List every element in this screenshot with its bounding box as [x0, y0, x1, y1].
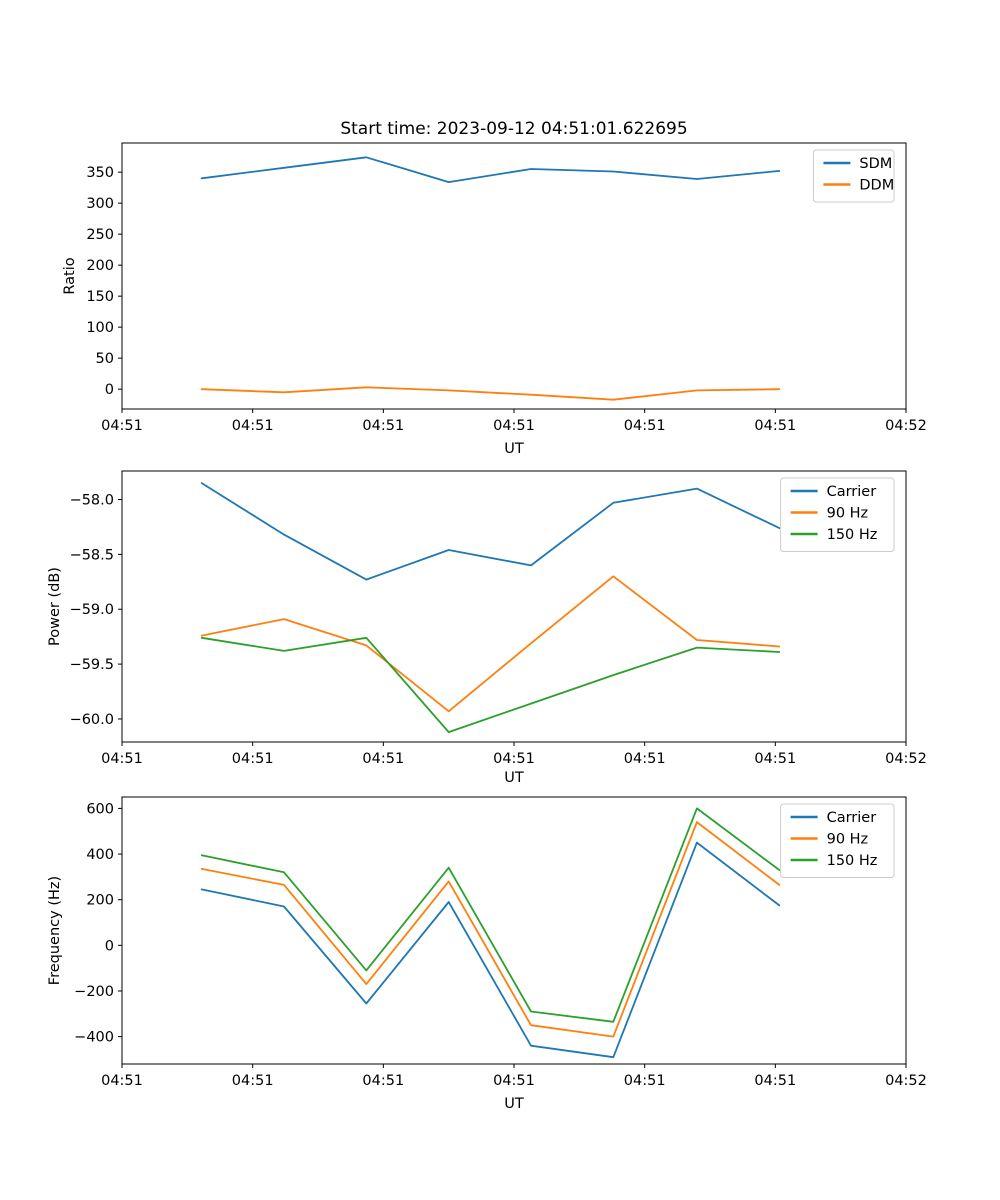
series-line-carrier: [200, 482, 781, 581]
x-tick-label: 04:51: [493, 418, 535, 434]
y-axis-label: Ratio: [62, 257, 78, 294]
x-tick-label: 04:51: [624, 418, 666, 434]
series-line-ddm: [200, 386, 781, 401]
x-tick-label: 04:51: [493, 751, 535, 767]
series-line-90-hz: [200, 575, 781, 713]
legend: SDM DDM: [812, 149, 895, 203]
legend: Carrier 90 Hz 150 Hz: [780, 803, 895, 878]
y-tick-label: 250: [86, 227, 114, 243]
subplot-3: 04:51 04:51 04:51 04:51 04:51 04:51 04:52 600 40…: [47, 796, 927, 1112]
legend-label-ddm: DDM: [859, 178, 894, 194]
legend-label-carrier: Carrier: [827, 810, 877, 826]
series-line-carrier: [200, 841, 781, 1059]
x-tick-label: 04:51: [362, 418, 404, 434]
series-line-sdm: [200, 156, 781, 184]
x-tick-label: 04:51: [624, 751, 666, 767]
legend-label-150-hz: 150 Hz: [827, 527, 878, 543]
y-tick-label: 0: [105, 382, 114, 398]
x-axis-label: UT: [504, 441, 524, 457]
subplot-1: 04:51 04:51 04:51 04:51 04:51 04:51 04:52 0 50 10…: [62, 119, 927, 457]
x-tick-label: 04:52: [885, 1073, 927, 1089]
x-axis-label: UT: [504, 770, 524, 786]
y-axis-label: Frequency (Hz): [47, 876, 63, 985]
y-tick-label: 200: [86, 258, 114, 274]
y-tick-label: −58.5: [70, 547, 114, 563]
x-tick-label: 04:51: [362, 1073, 404, 1089]
x-tick-label: 04:51: [754, 751, 796, 767]
y-tick-label: 400: [86, 847, 114, 863]
x-tick-label: 04:51: [232, 751, 274, 767]
y-tick-label: −400: [74, 1030, 114, 1046]
y-tick-label: −59.0: [70, 602, 114, 618]
x-tick-label: 04:51: [362, 751, 404, 767]
y-tick-label: 300: [86, 196, 114, 212]
x-tick-label: 04:52: [885, 418, 927, 434]
y-tick-label: −200: [74, 984, 114, 1000]
x-tick-label: 04:51: [101, 418, 143, 434]
y-tick-label: 350: [86, 165, 114, 181]
x-tick-label: 04:51: [493, 1073, 535, 1089]
x-tick-label: 04:51: [101, 751, 143, 767]
y-tick-label: 0: [105, 938, 114, 954]
y-tick-label: 50: [96, 351, 114, 367]
legend-label-sdm: SDM: [859, 156, 892, 172]
x-tick-label: 04:51: [754, 418, 796, 434]
legend-label-90-hz: 90 Hz: [827, 832, 869, 848]
plot-border: [121, 142, 907, 410]
series-line-150-hz: [200, 807, 781, 1023]
y-tick-label: 200: [86, 893, 114, 909]
x-tick-label: 04:51: [624, 1073, 666, 1089]
y-tick-label: −58.0: [70, 493, 114, 509]
x-tick-label: 04:51: [232, 1073, 274, 1089]
y-axis-label: Power (dB): [47, 567, 63, 646]
y-tick-label: −60.0: [70, 712, 114, 728]
y-tick-label: 150: [86, 289, 114, 305]
legend-label-90-hz: 90 Hz: [827, 506, 869, 522]
x-tick-label: 04:52: [885, 751, 927, 767]
y-tick-label: −59.5: [70, 657, 114, 673]
series-line-90-hz: [200, 821, 781, 1038]
x-tick-label: 04:51: [101, 1073, 143, 1089]
legend-label-150-hz: 150 Hz: [827, 853, 878, 869]
x-axis-label: UT: [504, 1096, 524, 1112]
subplot-2: 04:51 04:51 04:51 04:51 04:51 04:51 04:52 −58.0…: [47, 470, 927, 786]
legend: Carrier 90 Hz 150 Hz: [780, 477, 895, 552]
legend-label-carrier: Carrier: [827, 484, 877, 500]
y-tick-label: 100: [86, 320, 114, 336]
x-tick-label: 04:51: [232, 418, 274, 434]
series-line-150-hz: [200, 636, 781, 733]
chart-title: Start time: 2023-09-12 04:51:01.622695: [340, 119, 687, 139]
x-tick-label: 04:51: [754, 1073, 796, 1089]
y-tick-label: 600: [86, 801, 114, 817]
